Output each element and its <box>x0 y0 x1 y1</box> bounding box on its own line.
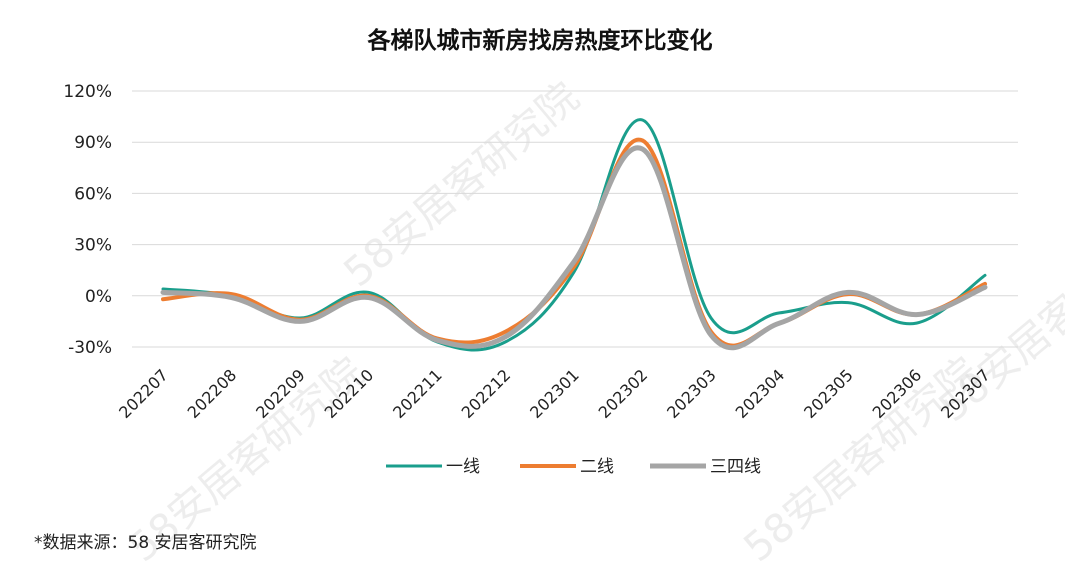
x-tick-label: 202207 <box>115 365 172 422</box>
x-tick-label: 202305 <box>800 365 857 422</box>
watermark-text: 58安居客研究院 <box>335 74 587 296</box>
x-tick-label: 202301 <box>526 365 583 422</box>
x-tick-label: 202211 <box>389 365 446 422</box>
legend-label: 三四线 <box>710 457 761 477</box>
y-axis: -30% 0% 30% 60% 90% 120% <box>63 82 112 358</box>
y-tick-label: 90% <box>74 133 112 153</box>
x-tick-label: 202302 <box>595 365 652 422</box>
y-tick-label: 0% <box>85 287 112 307</box>
y-tick-label: 60% <box>74 184 112 204</box>
y-tick-label: 120% <box>63 82 112 102</box>
data-source-note: *数据来源：58 安居客研究院 <box>34 533 257 553</box>
series-lines <box>160 118 988 352</box>
x-axis: 202207 202208 202209 202210 202211 202212 2023… <box>115 365 994 422</box>
x-tick-label: 202212 <box>458 365 515 422</box>
chart-title: 各梯队城市新房找房热度环比变化 <box>367 27 713 54</box>
legend-label: 二线 <box>580 457 614 477</box>
legend: 一线 二线 三四线 <box>386 457 761 477</box>
x-tick-label: 202208 <box>184 365 241 422</box>
x-tick-label: 202303 <box>663 365 720 422</box>
series-line-2 <box>161 137 987 348</box>
legend-label: 一线 <box>446 457 480 477</box>
y-tick-label: -30% <box>68 338 112 358</box>
x-tick-label: 202304 <box>732 365 789 422</box>
series-line-3 <box>160 145 988 351</box>
y-tick-label: 30% <box>74 236 112 256</box>
